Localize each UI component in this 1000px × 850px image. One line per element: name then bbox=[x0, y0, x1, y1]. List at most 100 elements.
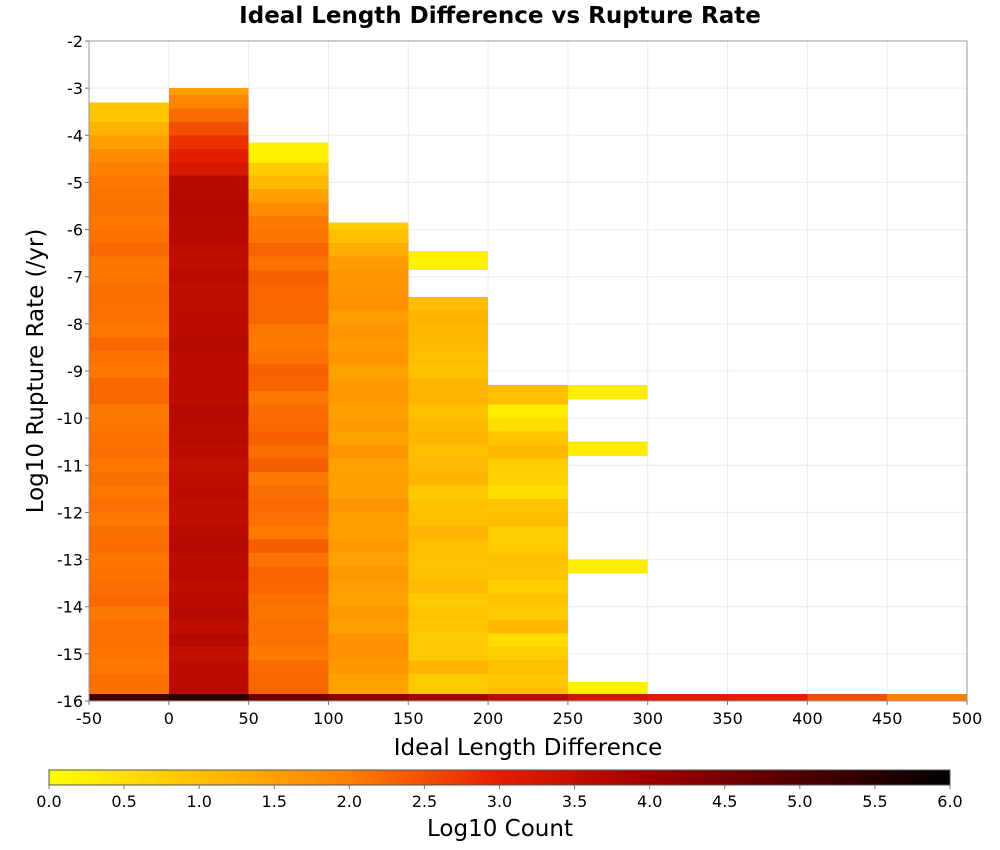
heatmap-cell bbox=[248, 620, 329, 634]
y-tick-label: -10 bbox=[57, 409, 83, 428]
heatmap-cell bbox=[89, 593, 169, 607]
heatmap-cell bbox=[168, 323, 249, 338]
heatmap-cell bbox=[408, 525, 489, 540]
y-tick-label: -15 bbox=[57, 645, 83, 664]
heatmap-cell bbox=[89, 148, 169, 163]
heatmap-cell bbox=[328, 606, 409, 621]
heatmap-cell bbox=[168, 566, 249, 580]
heatmap-cell bbox=[408, 674, 489, 688]
colorbar-tick-label: 4.5 bbox=[712, 792, 737, 811]
heatmap-cell bbox=[328, 593, 409, 607]
heatmap-cell bbox=[89, 229, 169, 244]
heatmap-cell bbox=[248, 498, 329, 513]
heatmap-cell bbox=[168, 445, 249, 459]
heatmap-cell bbox=[168, 431, 249, 446]
heatmap-cell bbox=[248, 431, 329, 446]
x-tick-label: 100 bbox=[313, 709, 344, 728]
heatmap-cell bbox=[89, 606, 169, 621]
heatmap-cell bbox=[488, 418, 568, 432]
heatmap-cell bbox=[168, 216, 249, 230]
y-tick-label: -13 bbox=[57, 551, 83, 570]
heatmap-cell bbox=[248, 472, 329, 486]
y-tick-label: -5 bbox=[67, 173, 83, 192]
heatmap-cell bbox=[408, 498, 489, 513]
heatmap-cell bbox=[168, 593, 249, 607]
heatmap-cell bbox=[89, 579, 169, 594]
heatmap-cell bbox=[168, 377, 249, 392]
heatmap-cell bbox=[89, 418, 169, 432]
heatmap-cell bbox=[168, 256, 249, 271]
x-tick-label: 450 bbox=[872, 709, 903, 728]
heatmap-cell bbox=[168, 485, 249, 499]
heatmap-cell bbox=[168, 552, 249, 567]
x-tick-label: 0 bbox=[164, 709, 174, 728]
heatmap-cell bbox=[89, 391, 169, 405]
colorbar-tick-label: 4.0 bbox=[637, 792, 662, 811]
heatmap-cell bbox=[488, 404, 568, 419]
heatmap-cell bbox=[408, 310, 489, 324]
heatmap-cell bbox=[89, 102, 169, 122]
heatmap-cell bbox=[168, 175, 249, 190]
heatmap-cell bbox=[488, 525, 568, 540]
heatmap-cell bbox=[89, 310, 169, 324]
heatmap-cell bbox=[248, 162, 329, 176]
heatmap-cell bbox=[328, 377, 409, 392]
heatmap-cell bbox=[248, 593, 329, 607]
heatmap-cell bbox=[89, 472, 169, 486]
heatmap-cell bbox=[328, 485, 409, 499]
x-tick-label: 250 bbox=[553, 709, 584, 728]
heatmap-cell bbox=[408, 606, 489, 621]
heatmap-cell bbox=[89, 216, 169, 230]
y-axis-label: Log10 Rupture Rate (/yr) bbox=[23, 229, 49, 514]
heatmap-cell bbox=[408, 552, 489, 567]
heatmap-cell bbox=[807, 693, 888, 701]
heatmap-cell bbox=[248, 229, 329, 244]
colorbar-tick-label: 0.0 bbox=[36, 792, 61, 811]
heatmap-cell bbox=[488, 674, 568, 688]
heatmap-cell bbox=[89, 377, 169, 392]
heatmap-cell bbox=[248, 552, 329, 567]
heatmap-cell bbox=[248, 660, 329, 675]
heatmap-cell bbox=[328, 296, 409, 311]
y-tick-label: -8 bbox=[67, 315, 83, 334]
heatmap-cell bbox=[328, 431, 409, 446]
heatmap-cell bbox=[168, 620, 249, 634]
heatmap-cell bbox=[248, 243, 329, 257]
heatmap-cell bbox=[408, 337, 489, 351]
heatmap-cell bbox=[89, 175, 169, 190]
heatmap-cell bbox=[248, 633, 329, 648]
heatmap-cell bbox=[328, 350, 409, 365]
heatmap-cell bbox=[248, 512, 329, 526]
heatmap-cell bbox=[89, 256, 169, 271]
heatmap-cell bbox=[328, 418, 409, 432]
colorbar-tick-label: 1.5 bbox=[262, 792, 287, 811]
colorbar-tick-label: 3.0 bbox=[487, 792, 512, 811]
heatmap-cell bbox=[408, 418, 489, 432]
heatmap-cell bbox=[567, 559, 648, 574]
y-tick-label: -2 bbox=[67, 32, 83, 51]
heatmap-cell bbox=[328, 566, 409, 580]
heatmap-cell bbox=[328, 270, 409, 284]
x-tick-label: 200 bbox=[473, 709, 504, 728]
heatmap-cell bbox=[488, 633, 568, 648]
heatmap-cell bbox=[248, 216, 329, 230]
heatmap-cell bbox=[248, 404, 329, 419]
heatmap-cell bbox=[248, 579, 329, 594]
heatmap-cell bbox=[168, 283, 249, 297]
heatmap-cell bbox=[408, 377, 489, 392]
heatmap-cell bbox=[168, 148, 249, 163]
heatmap-cell bbox=[248, 270, 329, 284]
heatmap-cell bbox=[168, 498, 249, 513]
heatmap-cell bbox=[89, 121, 169, 136]
heatmap-cell bbox=[328, 243, 409, 257]
heatmap-cell bbox=[248, 418, 329, 432]
heatmap-cell bbox=[408, 323, 489, 338]
heatmap-cell bbox=[168, 364, 249, 378]
heatmap-cell bbox=[408, 693, 489, 701]
heatmap-cell bbox=[248, 175, 329, 190]
heatmap-cell bbox=[89, 485, 169, 499]
heatmap-cell bbox=[168, 162, 249, 176]
x-tick-label: 400 bbox=[792, 709, 823, 728]
heatmap-cell bbox=[89, 431, 169, 446]
